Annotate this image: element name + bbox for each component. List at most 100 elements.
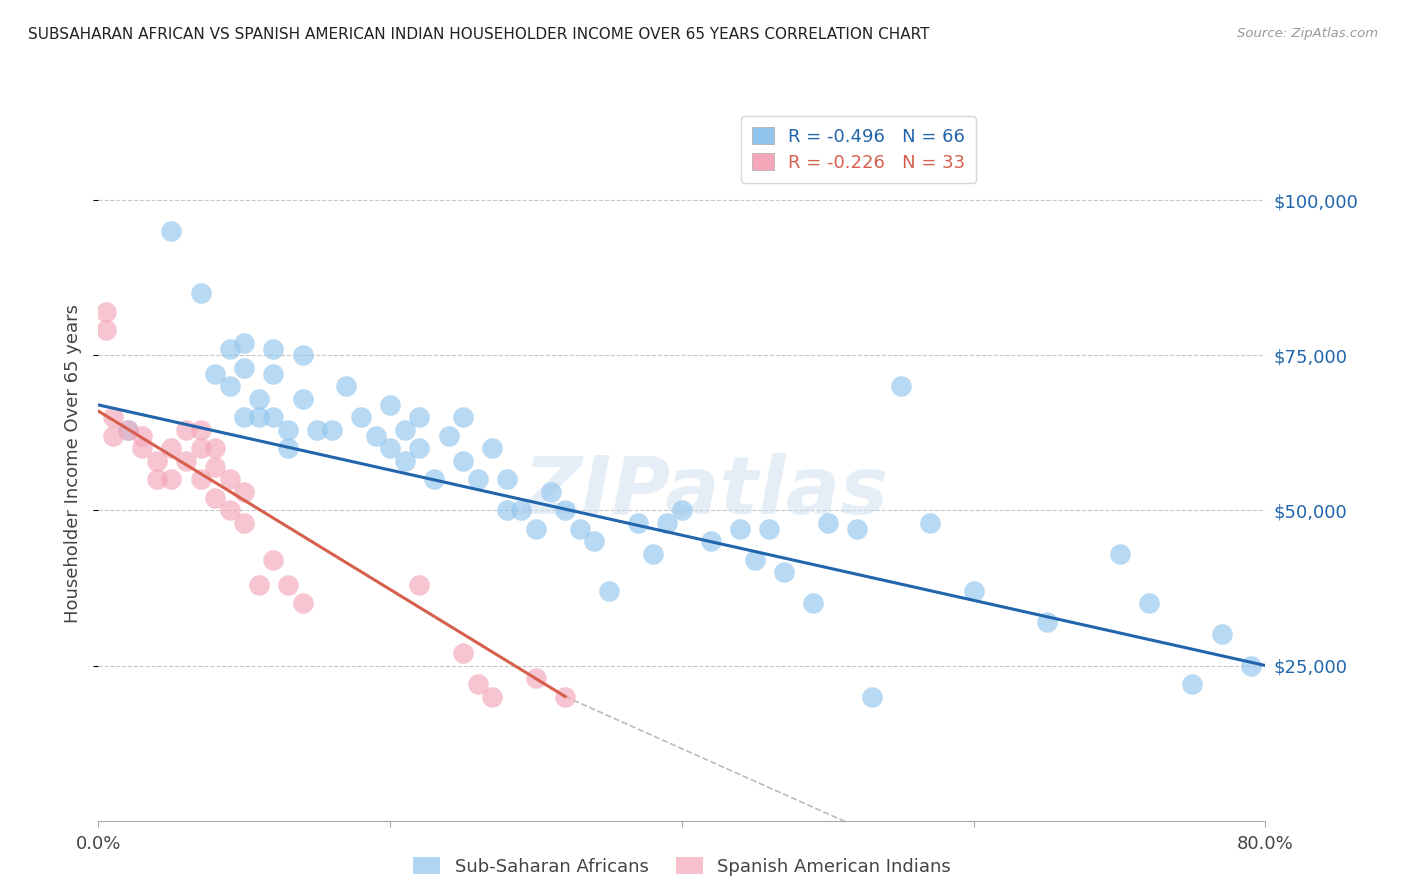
Point <box>307 423 329 437</box>
Point <box>510 503 533 517</box>
Point <box>247 392 270 406</box>
Point <box>671 503 693 517</box>
Point <box>321 423 343 437</box>
Point <box>233 335 256 350</box>
Point <box>190 286 212 301</box>
Point <box>101 410 124 425</box>
Point <box>262 410 284 425</box>
Point <box>758 522 780 536</box>
Point <box>408 442 430 456</box>
Point <box>378 442 402 456</box>
Point <box>641 547 664 561</box>
Point <box>583 534 606 549</box>
Point <box>277 578 299 592</box>
Point <box>378 398 402 412</box>
Point <box>233 360 256 375</box>
Point <box>467 677 489 691</box>
Point <box>554 503 576 517</box>
Point <box>233 516 256 530</box>
Point <box>204 367 226 381</box>
Point <box>1211 627 1233 641</box>
Point <box>408 410 430 425</box>
Point <box>657 516 679 530</box>
Point <box>598 584 620 599</box>
Point <box>860 690 883 704</box>
Point <box>190 472 212 486</box>
Point <box>291 392 314 406</box>
Point <box>94 323 117 337</box>
Point <box>350 410 373 425</box>
Point <box>218 472 240 486</box>
Point <box>277 442 299 456</box>
Point <box>262 553 284 567</box>
Point <box>394 454 416 468</box>
Point <box>524 522 547 536</box>
Point <box>218 342 240 356</box>
Point <box>890 379 912 393</box>
Point <box>845 522 868 536</box>
Point <box>801 597 824 611</box>
Point <box>627 516 650 530</box>
Point <box>481 690 503 704</box>
Point <box>495 472 517 486</box>
Point <box>190 423 212 437</box>
Point <box>335 379 357 393</box>
Point <box>700 534 723 549</box>
Point <box>174 454 197 468</box>
Point <box>451 454 474 468</box>
Legend: Sub-Saharan Africans, Spanish American Indians: Sub-Saharan Africans, Spanish American I… <box>406 850 957 883</box>
Point <box>160 224 183 238</box>
Point <box>817 516 839 530</box>
Point <box>364 429 387 443</box>
Point <box>190 442 212 456</box>
Point <box>962 584 984 599</box>
Point <box>204 491 226 505</box>
Point <box>117 423 139 437</box>
Point <box>160 442 183 456</box>
Point <box>204 459 226 474</box>
Point <box>247 410 270 425</box>
Y-axis label: Householder Income Over 65 years: Householder Income Over 65 years <box>65 304 83 624</box>
Point <box>451 410 474 425</box>
Point <box>467 472 489 486</box>
Point <box>131 429 153 443</box>
Point <box>1137 597 1160 611</box>
Point <box>554 690 576 704</box>
Point <box>204 442 226 456</box>
Point <box>481 442 503 456</box>
Point <box>1035 615 1057 629</box>
Point <box>94 305 117 319</box>
Point <box>437 429 460 443</box>
Point <box>291 348 314 362</box>
Point <box>568 522 591 536</box>
Point <box>394 423 416 437</box>
Point <box>262 342 284 356</box>
Point <box>1108 547 1130 561</box>
Point <box>451 646 474 660</box>
Point <box>233 410 256 425</box>
Point <box>233 484 256 499</box>
Point <box>101 429 124 443</box>
Text: SUBSAHARAN AFRICAN VS SPANISH AMERICAN INDIAN HOUSEHOLDER INCOME OVER 65 YEARS C: SUBSAHARAN AFRICAN VS SPANISH AMERICAN I… <box>28 27 929 42</box>
Point <box>218 379 240 393</box>
Text: ZIPatlas: ZIPatlas <box>523 453 887 532</box>
Point <box>160 472 183 486</box>
Point <box>262 367 284 381</box>
Point <box>524 671 547 685</box>
Point <box>1181 677 1204 691</box>
Point <box>247 578 270 592</box>
Point <box>918 516 941 530</box>
Point <box>773 566 796 580</box>
Point <box>408 578 430 592</box>
Point <box>540 484 562 499</box>
Point <box>146 472 169 486</box>
Point <box>117 423 139 437</box>
Text: Source: ZipAtlas.com: Source: ZipAtlas.com <box>1237 27 1378 40</box>
Point <box>291 597 314 611</box>
Point <box>495 503 517 517</box>
Point <box>174 423 197 437</box>
Point <box>146 454 169 468</box>
Point <box>728 522 751 536</box>
Point <box>277 423 299 437</box>
Point <box>744 553 766 567</box>
